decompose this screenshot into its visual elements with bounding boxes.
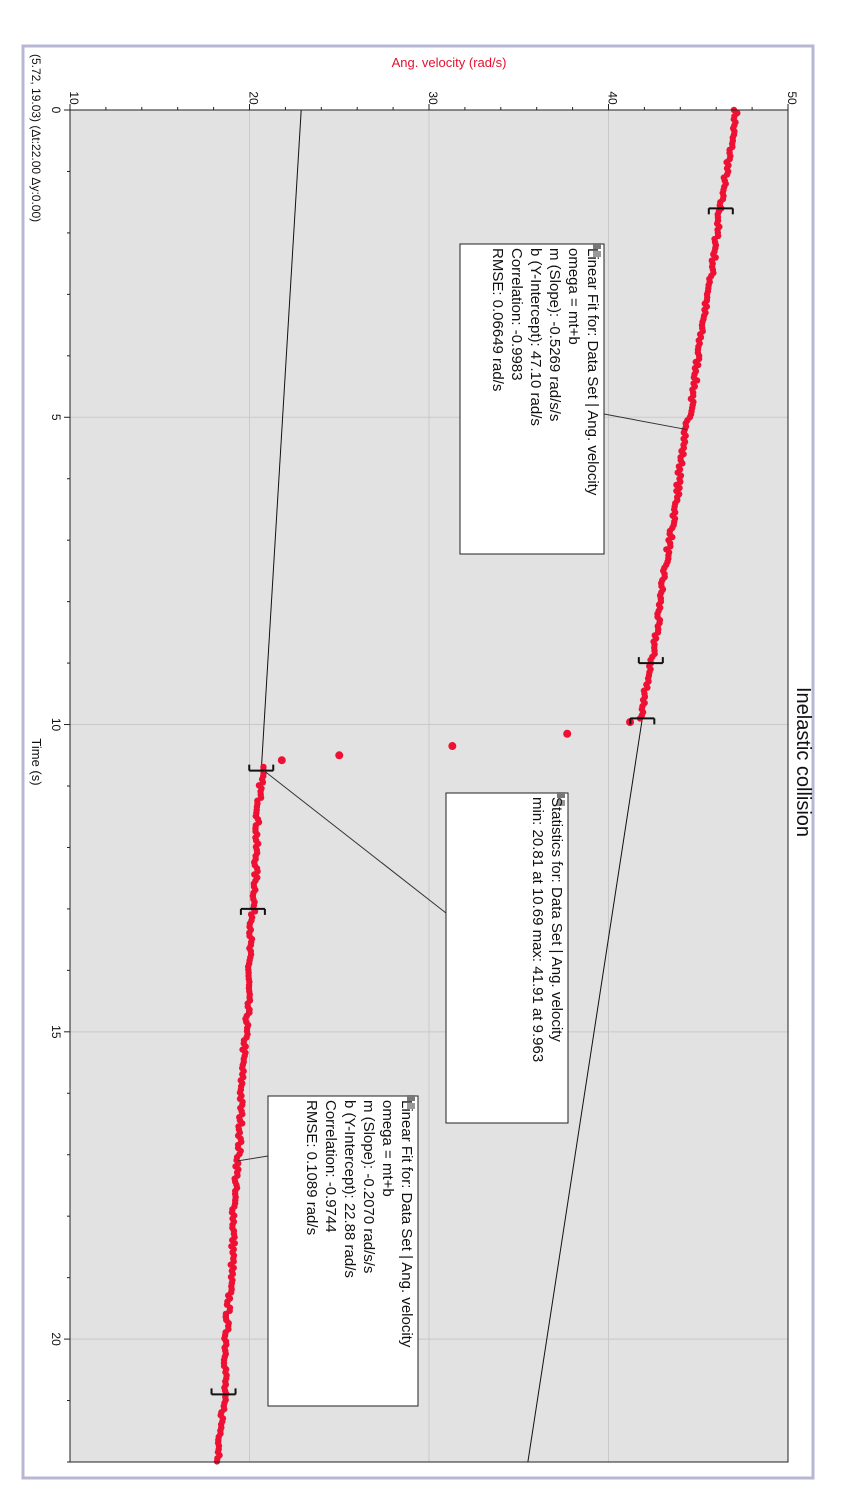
annotation-leader-line (263, 770, 447, 914)
annotation-line: Correlation: -0.9744 (322, 1100, 339, 1233)
annotation-options-icon[interactable] (407, 1103, 415, 1109)
annotation-line: RMSE: 0.1089 rad/s (303, 1100, 320, 1235)
fit-range-bracket[interactable] (248, 764, 275, 772)
annotation-line: Correlation: -0.9983 (508, 248, 525, 381)
fit-range-bracket[interactable] (239, 907, 266, 915)
annotation-close-icon[interactable] (557, 792, 565, 798)
annotations: Linear Fit for: Data Set | Ang. velocity… (267, 243, 605, 1407)
chart-title: Inelastic collision (792, 687, 814, 837)
annotation-close-icon[interactable] (593, 243, 601, 249)
fit-range-brackets[interactable] (210, 207, 734, 1396)
x-tick-label: 0 (49, 107, 63, 114)
annotation-line: omega = mt+b (565, 248, 582, 345)
annotation-line: b (Y-Intercept): 47.10 rad/s (527, 248, 544, 426)
x-axis-label: Time (s) (29, 738, 44, 785)
data-point-transition (448, 742, 457, 751)
annotation-header: Linear Fit for: Data Set | Ang. velocity (584, 248, 601, 496)
y-tick-label: 10 (67, 91, 81, 105)
fit-range-bracket[interactable] (707, 207, 734, 215)
annotation-leaders (237, 413, 687, 1162)
data-point-transition (563, 729, 572, 738)
annotation-line: b (Y-Intercept): 22.88 rad/s (341, 1100, 358, 1278)
annotation-leader-line (237, 1155, 269, 1162)
annotation-line: RMSE: 0.06649 rad/s (489, 248, 506, 391)
data-point-transition (335, 751, 344, 760)
annotation-box: Statistics for: Data Set | Ang. velocity… (445, 792, 569, 1124)
annotation-box: Linear Fit for: Data Set | Ang. velocity… (267, 1095, 419, 1407)
data-points (213, 106, 741, 1465)
annotation-header: Statistics for: Data Set | Ang. velocity (548, 797, 565, 1042)
annotation-leader-line (603, 413, 687, 431)
labels: Inelastic collision Time (s) Ang. veloci… (29, 54, 814, 837)
x-tick-label: 5 (49, 414, 63, 421)
annotation-box: Linear Fit for: Data Set | Ang. velocity… (459, 243, 605, 555)
annotation-line: m (Slope): -0.2070 rad/s/s (360, 1100, 377, 1273)
axes: 0 5 10 15 20 10 20 30 40 50 (49, 91, 799, 1463)
annotation-frame (445, 792, 569, 1124)
annotation-close-icon[interactable] (407, 1095, 415, 1101)
annotation-line: m (Slope): -0.5269 rad/s/s (546, 248, 563, 421)
annotation-frame (459, 243, 605, 555)
x-tick-label: 15 (49, 1025, 63, 1039)
annotation-frame (267, 1095, 419, 1407)
grid (70, 109, 788, 1462)
data-point (213, 1458, 221, 1465)
x-tick-label: 20 (49, 1332, 63, 1346)
fit-range-bracket[interactable] (629, 717, 656, 725)
annotation-line: omega = mt+b (379, 1100, 396, 1197)
y-tick-label: 50 (785, 91, 799, 105)
x-tick-label: 10 (49, 718, 63, 732)
fit-range-bracket[interactable] (637, 657, 664, 665)
annotation-options-icon[interactable] (557, 800, 565, 806)
fit-range-bracket[interactable] (210, 1388, 237, 1396)
y-axis-label: Ang. velocity (rad/s) (392, 55, 507, 70)
annotation-header: Linear Fit for: Data Set | Ang. velocity (398, 1100, 415, 1348)
annotation-line: min: 20.81 at 10.69 max: 41.91 at 9.963 (529, 797, 546, 1062)
y-tick-label: 30 (426, 91, 440, 105)
y-tick-label: 40 (606, 91, 620, 105)
coordinate-readout[interactable]: (5.72, 19.03) (Δt:22.00 Δy:0.00) (29, 54, 43, 222)
data-point-transition (277, 756, 286, 765)
y-tick-label: 20 (247, 91, 261, 105)
annotation-options-icon[interactable] (593, 251, 601, 257)
